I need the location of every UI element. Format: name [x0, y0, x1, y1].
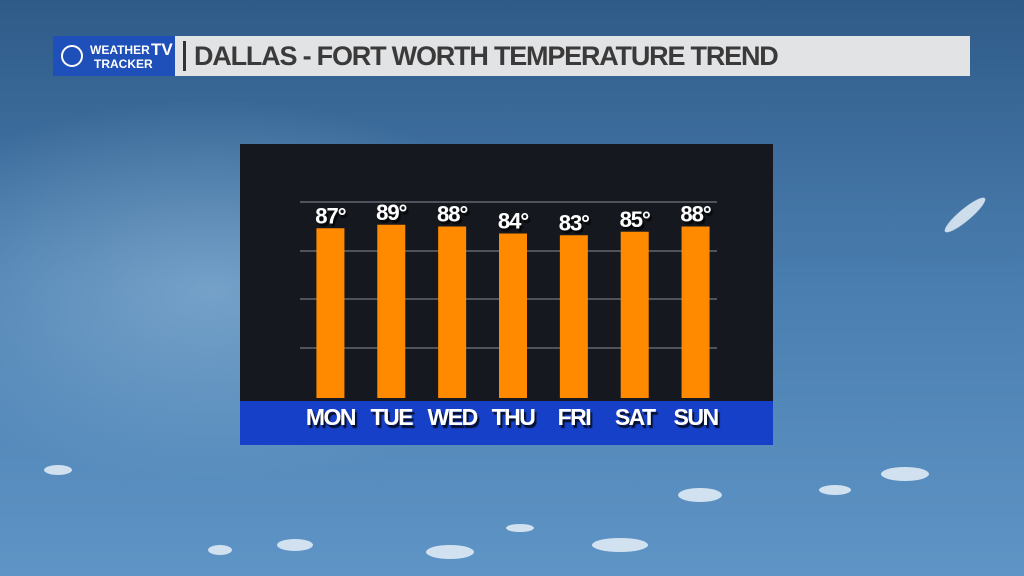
bar	[377, 224, 406, 398]
day-label: WED	[428, 404, 478, 430]
bar	[620, 231, 649, 398]
value-label: 85°	[620, 207, 650, 232]
day-label: THU	[492, 404, 536, 430]
value-label: 89°	[376, 200, 406, 225]
header-divider	[183, 41, 186, 71]
bar	[559, 235, 588, 398]
day-label: SAT	[615, 404, 656, 430]
chart-title: DALLAS - FORT WORTH TEMPERATURE TREND	[194, 41, 778, 71]
bar	[681, 226, 710, 398]
day-label: TUE	[371, 404, 414, 430]
logo-icon	[61, 45, 83, 67]
value-label: 88°	[437, 202, 467, 227]
logo-line: TRACKER	[94, 57, 153, 71]
bar	[499, 233, 527, 398]
logo-box	[53, 36, 175, 76]
clouds	[44, 197, 986, 559]
day-strip	[240, 401, 773, 445]
bar	[438, 226, 467, 398]
day-label: SUN	[674, 404, 719, 430]
value-label: 84°	[498, 209, 528, 234]
value-label: 87°	[315, 203, 345, 228]
logo-line: WEATHER	[90, 43, 150, 57]
day-label: FRI	[558, 404, 591, 430]
day-label: MON	[306, 404, 356, 430]
logo-badge: TV	[151, 40, 173, 59]
header-bar	[53, 36, 970, 76]
value-label: 83°	[559, 210, 589, 235]
bar	[316, 228, 345, 398]
value-label: 88°	[680, 202, 710, 227]
